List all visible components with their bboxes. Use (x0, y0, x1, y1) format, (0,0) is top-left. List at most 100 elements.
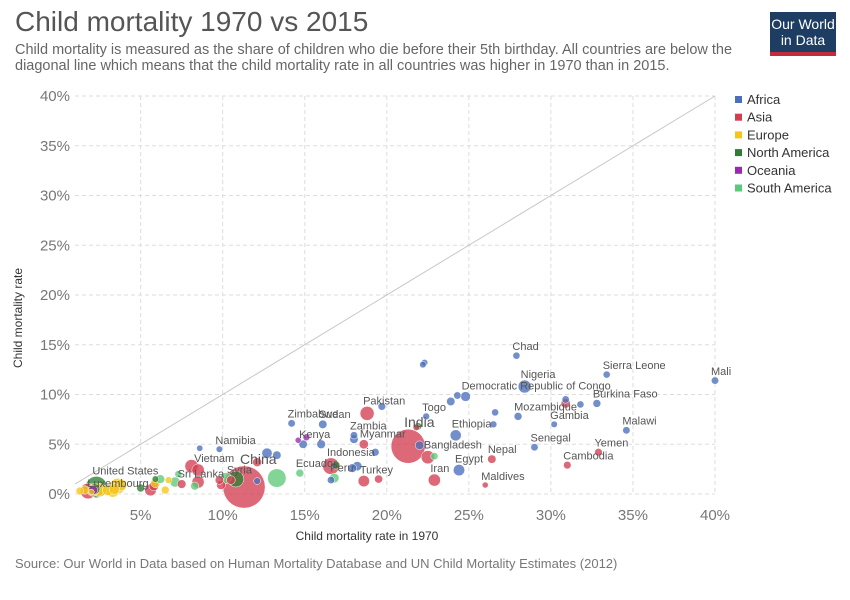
point-democratic-republic-of-congo[interactable]: Democratic Republic of Congo (460, 391, 471, 402)
y-tick-label: 5% (48, 436, 70, 453)
point-maldives[interactable]: Maldives (481, 481, 489, 489)
point-sudan[interactable]: Sudan (318, 419, 328, 429)
point-tanzania[interactable]: Tanzania (415, 440, 425, 450)
point-togo[interactable]: Togo (422, 412, 430, 421)
point-zimbabwe[interactable]: Zimbabwe (287, 419, 296, 428)
point-sierra-leone[interactable]: Sierra Leone (602, 370, 611, 379)
point-label: China (240, 451, 277, 467)
point-ethiopia[interactable]: Ethiopia (449, 429, 462, 442)
grid-layer (75, 95, 716, 495)
point-bolivia[interactable]: Bolivia (430, 452, 439, 461)
legend-label[interactable]: South America (747, 181, 832, 196)
point-label: Malawi (622, 416, 656, 428)
point-label: Zimbabwe (288, 409, 339, 421)
legend-label[interactable]: Oceania (747, 163, 796, 178)
y-tick-label: 40% (40, 88, 70, 105)
point-label: Indonesia (327, 447, 376, 459)
point-rwanda[interactable]: Rwanda (371, 448, 380, 457)
point-madagascar[interactable]: Madagascar (316, 439, 326, 449)
x-tick-label: 20% (372, 507, 402, 524)
point-zambia[interactable]: Zambia (350, 431, 358, 440)
point-angola[interactable]: Angola (446, 396, 456, 406)
point-mozambique[interactable]: Mozambique (513, 412, 523, 421)
point-label: Vietnam (194, 453, 234, 465)
point-label: Democratic Republic of Congo (462, 381, 611, 393)
point-label: Nepal (488, 444, 517, 456)
point-nepal[interactable]: Nepal (487, 454, 497, 464)
point-gambia[interactable]: Gambia (550, 420, 558, 428)
point-chile[interactable]: Chile (190, 481, 200, 491)
legend-label[interactable]: North America (747, 145, 830, 160)
point-jamaica[interactable]: Jamaica (151, 475, 159, 483)
legend-label[interactable]: Europe (747, 127, 789, 142)
point-paraguay[interactable]: Paraguay (174, 470, 183, 478)
legend-swatch (735, 113, 742, 121)
point-poland[interactable]: Poland (108, 483, 120, 495)
point-cameroon[interactable]: Cameroon (377, 402, 386, 411)
point-burkina-faso[interactable]: Burkina Faso (592, 399, 602, 408)
point-sri-lanka[interactable]: Sri Lanka (177, 479, 187, 489)
point-chad[interactable]: Chad (512, 351, 521, 360)
point-ghana[interactable]: Ghana (272, 450, 282, 460)
legend-label[interactable]: Asia (747, 110, 773, 125)
point-brazil[interactable]: Brazil (267, 468, 287, 488)
logo-line-1: Our World (771, 16, 835, 32)
point-syria[interactable]: Syria (226, 475, 236, 485)
point-libya[interactable]: Libya (253, 477, 261, 485)
point-guinea[interactable]: Guinea (576, 400, 585, 409)
point-iraq[interactable]: Iraq (252, 457, 262, 467)
x-tick-label: 5% (130, 507, 152, 524)
point-saudi-arabia[interactable]: Saudi Arabia (374, 474, 383, 484)
point-label: Mozambique (514, 401, 577, 413)
point-botswana[interactable]: Botswana (196, 444, 204, 452)
point-portugal[interactable]: Portugal (161, 485, 170, 495)
point-label: Syria (227, 465, 253, 477)
point-label: Sierra Leone (603, 360, 666, 372)
point-cambodia[interactable]: Cambodia (563, 461, 572, 470)
point-kazakhstan[interactable]: Kazakhstan (214, 475, 224, 485)
point-benin[interactable]: Benin (453, 391, 462, 400)
point-mali[interactable]: Mali (711, 376, 719, 385)
point-turkey[interactable]: Turkey (357, 475, 370, 488)
point-myanmar[interactable]: Myanmar (358, 439, 369, 450)
point-senegal[interactable]: Senegal (530, 443, 539, 452)
point-luxembourg[interactable]: Luxembourg (88, 488, 95, 496)
point-tunisia[interactable]: Tunisia (327, 476, 335, 485)
legend-label[interactable]: Africa (747, 92, 781, 107)
legend: Africa Asia Europe North America Oceania Sout… (735, 92, 832, 196)
point-guatemala[interactable]: Guatemala (331, 460, 341, 470)
y-tick-label: 15% (40, 337, 70, 354)
point-india[interactable]: India (390, 428, 426, 464)
point-solomon-islands[interactable]: Solomon Islands (294, 437, 302, 444)
point-label: Iran (430, 463, 449, 475)
point-algeria[interactable]: Algeria (347, 463, 357, 473)
legend-swatch (735, 149, 742, 157)
point-egypt[interactable]: Egypt (453, 464, 465, 477)
point-papua-new-guinea[interactable]: Papua New Guinea (302, 433, 311, 441)
point-cuba[interactable]: Cuba (136, 483, 145, 493)
point-burundi[interactable]: Burundi (491, 408, 499, 417)
point-iran[interactable]: Iran (428, 473, 441, 487)
point-laos[interactable]: Laos (412, 423, 420, 431)
point-sweden[interactable]: Sweden (75, 486, 85, 496)
point-namibia[interactable]: Namibia (215, 445, 223, 453)
owid-logo[interactable]: Our World in Data (770, 12, 836, 56)
point-label: Cambodia (563, 450, 614, 462)
point-ecuador[interactable]: Ecuador (295, 468, 305, 478)
point-label: India (404, 414, 435, 430)
point-south-africa[interactable]: South Africa (261, 447, 273, 459)
point-kenya[interactable]: Kenya (298, 439, 308, 449)
point-label: Chad (512, 341, 538, 353)
point-pakistan[interactable]: Pakistan (359, 406, 375, 421)
point-albania[interactable]: Albania (164, 476, 173, 484)
point-malawi[interactable]: Malawi (622, 426, 631, 435)
point-liberia[interactable]: Liberia (489, 420, 498, 429)
point-label: Zambia (350, 421, 388, 433)
point-nigeria[interactable]: Nigeria (517, 379, 532, 394)
y-axis-title: Child mortality rate (11, 268, 25, 368)
point-central-african-republic[interactable]: Central African Republic (419, 361, 427, 369)
point-niger[interactable]: Niger (561, 395, 570, 404)
point-yemen[interactable]: Yemen (594, 448, 603, 457)
chart-title: Child mortality 1970 vs 2015 (15, 6, 369, 37)
